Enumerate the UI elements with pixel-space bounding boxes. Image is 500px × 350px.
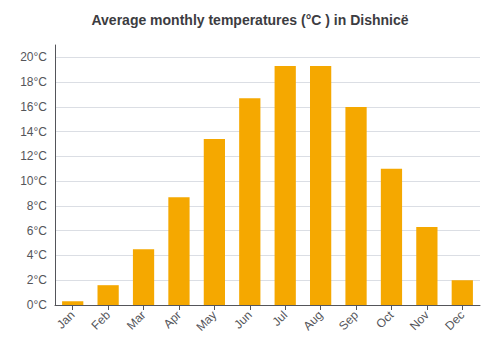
svg-text:Dec: Dec (442, 308, 467, 333)
svg-text:Aug: Aug (301, 308, 326, 333)
svg-text:Average monthly temperatures (: Average monthly temperatures (°C ) in Di… (91, 12, 408, 28)
svg-text:20°C: 20°C (20, 50, 47, 64)
svg-text:0°C: 0°C (27, 298, 47, 312)
svg-text:16°C: 16°C (20, 100, 47, 114)
svg-text:Jul: Jul (269, 308, 290, 329)
svg-text:12°C: 12°C (20, 149, 47, 163)
svg-text:10°C: 10°C (20, 174, 47, 188)
svg-text:8°C: 8°C (27, 199, 47, 213)
svg-text:Feb: Feb (89, 308, 114, 333)
svg-text:18°C: 18°C (20, 75, 47, 89)
svg-text:Mar: Mar (124, 308, 149, 332)
svg-text:Nov: Nov (407, 308, 432, 333)
svg-text:Apr: Apr (161, 308, 184, 331)
svg-text:Jan: Jan (54, 308, 78, 332)
svg-text:Sep: Sep (336, 308, 361, 333)
svg-text:Jun: Jun (231, 308, 255, 332)
svg-text:4°C: 4°C (27, 248, 47, 262)
svg-text:2°C: 2°C (27, 273, 47, 287)
svg-text:6°C: 6°C (27, 224, 47, 238)
svg-text:14°C: 14°C (20, 125, 47, 139)
svg-text:Oct: Oct (373, 308, 397, 332)
svg-text:May: May (193, 308, 219, 334)
